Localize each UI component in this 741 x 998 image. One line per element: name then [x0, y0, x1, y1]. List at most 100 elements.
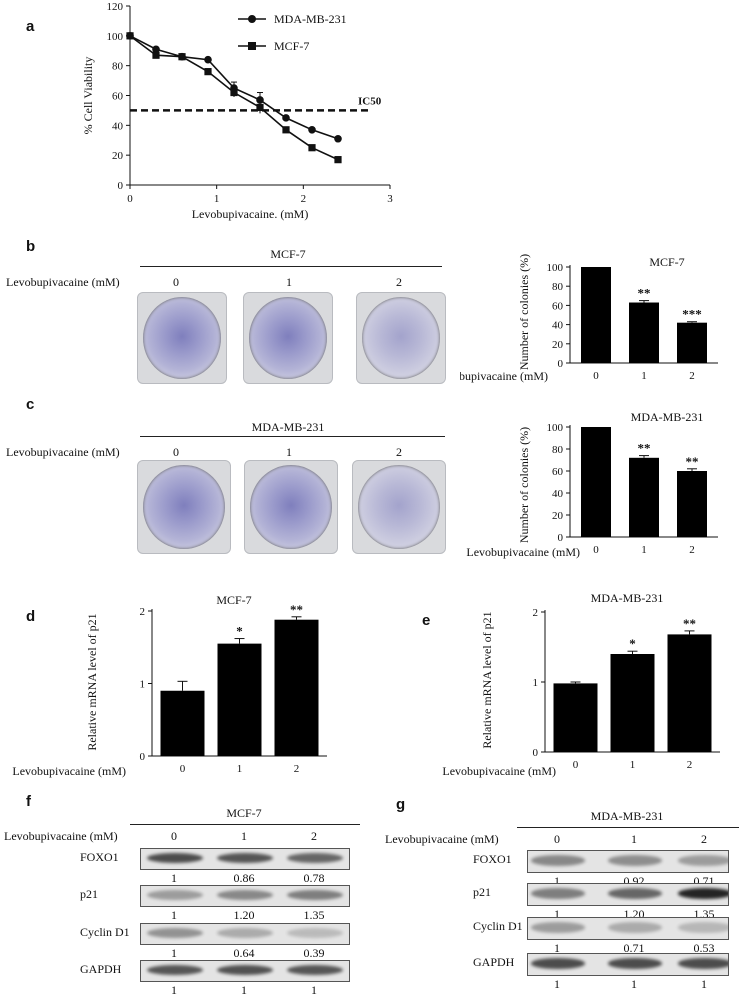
y-tick-label: 60 [552, 466, 564, 478]
panel-label-a: a [26, 18, 35, 35]
bar-2 [274, 619, 319, 756]
blot-strip-p21 [140, 885, 350, 907]
blot-band [678, 958, 728, 969]
chart-title: MCF-7 [649, 255, 684, 269]
y-tick-label: 1 [140, 679, 146, 691]
blot-band [287, 928, 343, 938]
y-tick-label: 40 [552, 320, 564, 332]
y-axis-label: Relative mRNA level of p21 [480, 611, 494, 748]
x-tick-label: 0 [593, 370, 599, 382]
y-tick-label: 0 [558, 358, 564, 370]
significance-marker: * [236, 624, 243, 639]
data-point-circle [282, 114, 290, 122]
chart-title: MDA-MB-231 [631, 410, 704, 424]
blot-rule [517, 827, 739, 828]
blot-quantification: 1 [554, 977, 560, 991]
blot-band [531, 958, 585, 969]
blot-quantification: 1 [631, 977, 637, 991]
blot-quantification: 1.20 [233, 908, 255, 922]
panel-b-title: MCF-7 [270, 247, 306, 261]
blot-dose-2: 2 [311, 829, 317, 843]
data-point-square [256, 103, 264, 112]
data-point-square [126, 32, 134, 40]
colony-dish-mda-2 [352, 460, 446, 554]
legend-label: MCF-7 [274, 39, 309, 53]
blot-band [217, 853, 273, 863]
blot-protein-gapdh: GAPDH [473, 955, 515, 969]
bar-0 [581, 427, 611, 537]
blot-strip-cyclin-d1 [527, 917, 729, 940]
x-tick-label: 2 [689, 370, 695, 382]
y-tick-label: 1 [533, 677, 539, 689]
x-tick-label: 1 [630, 759, 636, 771]
blot-quantification: 0.78 [303, 871, 325, 885]
data-point-circle [334, 134, 342, 143]
bar-2 [667, 634, 712, 752]
x-tick-label: 3 [387, 193, 393, 205]
blot-strip-foxo1 [140, 848, 350, 870]
bar-0 [160, 690, 205, 756]
panel-label-f: f [26, 793, 31, 810]
x-tick-label: 1 [641, 370, 647, 382]
blot-band [217, 928, 273, 938]
x-tick-label: 0 [127, 193, 133, 205]
blot-quantification: 1 [241, 983, 247, 997]
colony-dish-mda-1 [244, 460, 338, 554]
y-axis-label: Number of colonies (%) [517, 427, 531, 543]
panel-c-dose-1: 1 [286, 445, 292, 459]
bar-0 [581, 267, 611, 363]
blot-band [608, 958, 662, 969]
data-point-square [204, 68, 212, 76]
panel-label-d: d [26, 608, 36, 625]
significance-marker: ** [638, 286, 651, 301]
blot-quantification: 1 [171, 946, 177, 960]
blot-protein-foxo1: FOXO1 [80, 850, 119, 864]
y-tick-label: 0 [533, 747, 539, 759]
legend-marker-square [248, 42, 256, 50]
data-point-square [282, 126, 290, 134]
bar-2 [677, 471, 707, 537]
y-tick-label: 2 [140, 606, 146, 618]
x-axis-label: Levobupivacaine (mM) [466, 545, 580, 559]
y-tick-label: 60 [112, 91, 124, 103]
x-tick-label: 2 [301, 193, 307, 205]
blot-quantification: 1 [311, 983, 317, 997]
panel-b-dose-2: 2 [396, 275, 402, 289]
bar-1 [629, 302, 659, 363]
x-tick-label: 1 [214, 193, 220, 205]
blot-band [678, 888, 728, 899]
bar-1 [610, 654, 655, 752]
blot-band [217, 890, 273, 900]
blot-protein-gapdh: GAPDH [80, 962, 122, 976]
blot-protein-cyclin-d1: Cyclin D1 [80, 925, 130, 939]
y-tick-label: 40 [552, 488, 564, 500]
panel-c-title: MDA-MB-231 [251, 420, 325, 434]
blot-band [608, 888, 662, 899]
x-axis-label: Levobupivacaine (mM) [442, 764, 556, 778]
blot-quantification: 1 [171, 983, 177, 997]
colony-dish-mda-0 [137, 460, 231, 554]
blot-band [608, 855, 662, 866]
chart-b-colonies: 0 20 40 60 80 100 0 ** 1 *** 2 MCF-7 Levobupivacaine… [460, 254, 718, 383]
blot-band [147, 853, 203, 863]
blot-quantification: 0.64 [233, 946, 255, 960]
blot-strip-p21 [527, 883, 729, 906]
bar-1 [629, 457, 659, 537]
blot-quantification: 1 [554, 941, 560, 955]
blot-dose-label: Levobupivacaine (mM) [4, 829, 118, 843]
panel-label-e: e [422, 612, 431, 629]
blot-band [678, 922, 728, 933]
blot-band [531, 855, 585, 866]
y-tick-label: 80 [552, 281, 564, 293]
x-tick-label: 2 [294, 763, 300, 775]
significance-marker: ** [683, 616, 696, 631]
panel-label-g: g [396, 796, 406, 813]
blot-band [531, 888, 585, 899]
blot-title: MDA-MB-231 [590, 809, 664, 823]
blot-quantification: 0.71 [623, 941, 645, 955]
y-axis-label: Relative mRNA level of p21 [85, 613, 99, 750]
panel-label-c: c [26, 396, 35, 413]
x-tick-label: 0 [180, 763, 186, 775]
blot-band [531, 922, 585, 933]
blot-dose-1: 1 [241, 829, 247, 843]
